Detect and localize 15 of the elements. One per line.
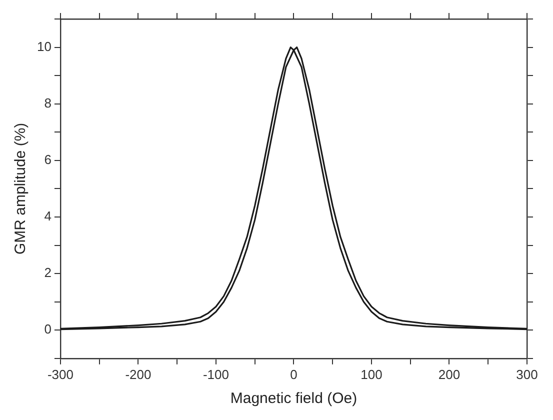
x-tick-label: 100 [360,366,382,382]
y-tick-label: 8 [44,95,52,110]
x-tick-label: -200 [125,366,152,382]
y-tick-label: 10 [36,38,52,54]
y-tick-label: 6 [44,152,52,167]
y-tick-label: 0 [44,322,52,337]
x-tick-label: 300 [516,366,538,382]
x-tick-label: -300 [47,366,74,382]
y-axis-title: GMR amplitude (%) [12,122,30,255]
x-tick-label: 0 [290,366,298,382]
y-tick-label: 4 [44,208,52,224]
x-tick-label: -100 [202,366,229,382]
x-tick-label: 200 [438,366,460,382]
y-tick-label: 2 [44,265,52,280]
x-axis-title: Magnetic field (Oe) [230,390,358,408]
